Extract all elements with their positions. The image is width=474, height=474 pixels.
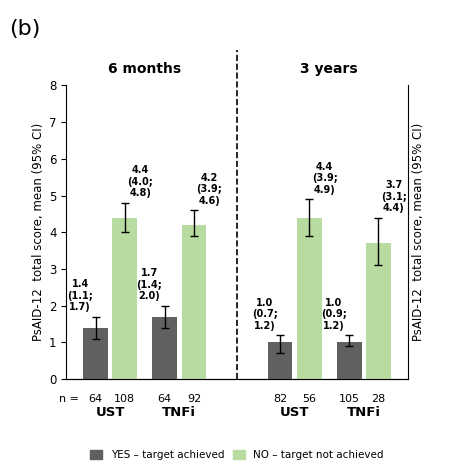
- Text: 3.7
(3.1;
4.4): 3.7 (3.1; 4.4): [381, 180, 407, 213]
- Text: 1.4
(1.1;
1.7): 1.4 (1.1; 1.7): [67, 279, 93, 312]
- Text: 82: 82: [273, 394, 287, 404]
- Text: UST: UST: [280, 406, 310, 419]
- Bar: [297, 218, 321, 379]
- Bar: [83, 328, 108, 379]
- Text: 105: 105: [339, 394, 360, 404]
- Text: 108: 108: [114, 394, 136, 404]
- Text: 56: 56: [302, 394, 316, 404]
- Text: UST: UST: [95, 406, 125, 419]
- Text: 4.4
(3.9;
4.9): 4.4 (3.9; 4.9): [312, 162, 337, 195]
- Text: TNFi: TNFi: [347, 406, 381, 419]
- Text: 4.2
(3.9;
4.6): 4.2 (3.9; 4.6): [196, 173, 222, 206]
- Bar: [366, 243, 391, 379]
- Bar: [337, 342, 362, 379]
- Text: 1.0
(0.7;
1.2): 1.0 (0.7; 1.2): [252, 298, 278, 331]
- Bar: [268, 342, 292, 379]
- Text: 64: 64: [158, 394, 172, 404]
- Text: 4.4
(4.0;
4.8): 4.4 (4.0; 4.8): [128, 165, 153, 199]
- Y-axis label: PsAID-12  total score, mean (95% CI): PsAID-12 total score, mean (95% CI): [32, 123, 45, 341]
- Text: 6 months: 6 months: [108, 62, 182, 76]
- Text: 92: 92: [187, 394, 201, 404]
- Text: 1.0
(0.9;
1.2): 1.0 (0.9; 1.2): [321, 298, 346, 331]
- Text: TNFi: TNFi: [163, 406, 196, 419]
- Bar: [112, 218, 137, 379]
- Bar: [153, 317, 177, 379]
- Text: 28: 28: [371, 394, 385, 404]
- Legend: YES – target achieved, NO – target not achieved: YES – target achieved, NO – target not a…: [86, 446, 388, 464]
- Bar: [182, 225, 206, 379]
- Text: (b): (b): [9, 19, 41, 39]
- Y-axis label: PsAID-12  total score, mean (95% CI): PsAID-12 total score, mean (95% CI): [412, 123, 425, 341]
- Text: 1.7
(1.4;
2.0): 1.7 (1.4; 2.0): [137, 268, 162, 301]
- Text: 64: 64: [89, 394, 103, 404]
- Text: 3 years: 3 years: [301, 62, 358, 76]
- Text: n =: n =: [59, 394, 79, 404]
